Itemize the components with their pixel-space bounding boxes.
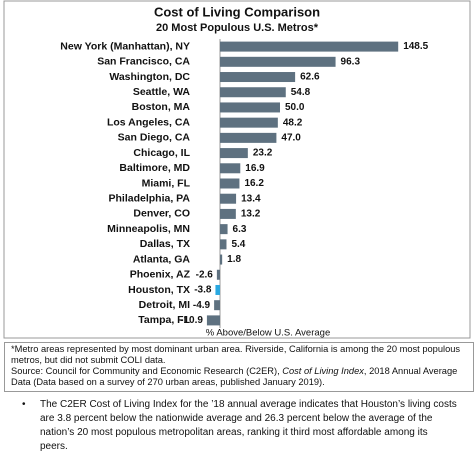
bar — [220, 148, 248, 159]
chart-subtitle: 20 Most Populous U.S. Metros* — [156, 22, 319, 34]
value-label: -3.8 — [194, 285, 212, 296]
y-tick-label: Los Angeles, CA — [107, 116, 190, 128]
value-label: 54.8 — [291, 87, 311, 98]
y-tick-label: Detroit, MI — [139, 299, 190, 311]
value-label: 148.5 — [403, 41, 428, 52]
bar — [220, 254, 223, 265]
chart: Cost of Living Comparison 20 Most Populo… — [3, 0, 471, 339]
bar — [216, 269, 220, 280]
bullet: • The C2ER Cost of Living Index for the … — [22, 398, 458, 454]
y-tick-label: Boston, MA — [132, 101, 191, 113]
y-tick-label: Tampa, FL — [138, 314, 190, 326]
bar — [220, 224, 228, 235]
bar — [206, 315, 220, 326]
y-tick-label: San Diego, CA — [118, 132, 191, 144]
y-tick-label: Seattle, WA — [133, 86, 191, 98]
y-tick-label: Phoenix, AZ — [130, 269, 191, 281]
note: *Metro areas represented by most dominan… — [11, 344, 461, 365]
bar — [215, 284, 220, 295]
y-tick-label: Atlanta, GA — [133, 253, 191, 265]
note: Source: Council for Community and Econom… — [11, 366, 467, 388]
value-label: 50.0 — [285, 102, 305, 113]
value-label: 16.2 — [244, 178, 264, 189]
y-tick-label: New York (Manhattan), NY — [60, 40, 190, 52]
bar — [220, 87, 286, 98]
note-text: , 2018 Annual Average Data (Data based o… — [11, 366, 458, 387]
bar — [220, 193, 237, 204]
value-label: 47.0 — [281, 133, 301, 144]
value-label: 48.2 — [283, 117, 303, 128]
value-label: 62.6 — [300, 72, 320, 83]
bullet-dot: • — [22, 399, 26, 410]
bar — [220, 41, 399, 52]
bar — [220, 163, 241, 174]
y-tick-label: Philadelphia, PA — [109, 192, 191, 204]
value-label: -2.6 — [196, 269, 214, 280]
value-label: 1.8 — [227, 254, 241, 265]
bar — [220, 132, 277, 143]
note-title: Cost of Living Index — [282, 366, 364, 376]
y-tick-label: Houston, TX — [128, 284, 190, 296]
y-tick-label: Denver, CO — [133, 208, 190, 220]
value-label: 16.9 — [245, 163, 265, 174]
value-label: 5.4 — [231, 239, 245, 250]
chart-border — [3, 0, 471, 339]
y-tick-label: Miami, FL — [142, 177, 191, 189]
value-label: 96.3 — [341, 56, 361, 67]
y-tick-label: Chicago, IL — [133, 147, 190, 159]
value-label: -4.9 — [193, 300, 211, 311]
value-label: 6.3 — [233, 224, 247, 235]
bar — [220, 208, 236, 219]
value-label: -10.9 — [180, 315, 203, 326]
bar — [220, 102, 280, 113]
y-tick-label: Washington, DC — [109, 71, 190, 83]
value-label: 13.2 — [241, 209, 261, 220]
x-axis-label: % Above/Below U.S. Average — [206, 328, 330, 339]
bar — [220, 178, 240, 189]
y-tick-label: Baltimore, MD — [119, 162, 190, 174]
bullet-text: The C2ER Cost of Living Index for the ’1… — [40, 399, 457, 452]
chart-title: Cost of Living Comparison — [154, 4, 320, 19]
bar — [220, 117, 278, 128]
bar — [220, 72, 296, 83]
notes: *Metro areas represented by most dominan… — [4, 342, 474, 392]
value-label: 13.4 — [241, 193, 261, 204]
bar — [220, 56, 336, 67]
y-tick-label: San Francisco, CA — [97, 56, 190, 68]
y-tick-label: Minneapolis, MN — [107, 223, 190, 235]
bar — [220, 239, 227, 250]
y-tick-label: Dallas, TX — [140, 238, 190, 250]
bar — [214, 300, 220, 311]
value-label: 23.2 — [253, 148, 273, 159]
note-text: Source: Council for Community and Econom… — [11, 366, 283, 376]
page: Cost of Living Comparison 20 Most Populo… — [3, 0, 474, 452]
